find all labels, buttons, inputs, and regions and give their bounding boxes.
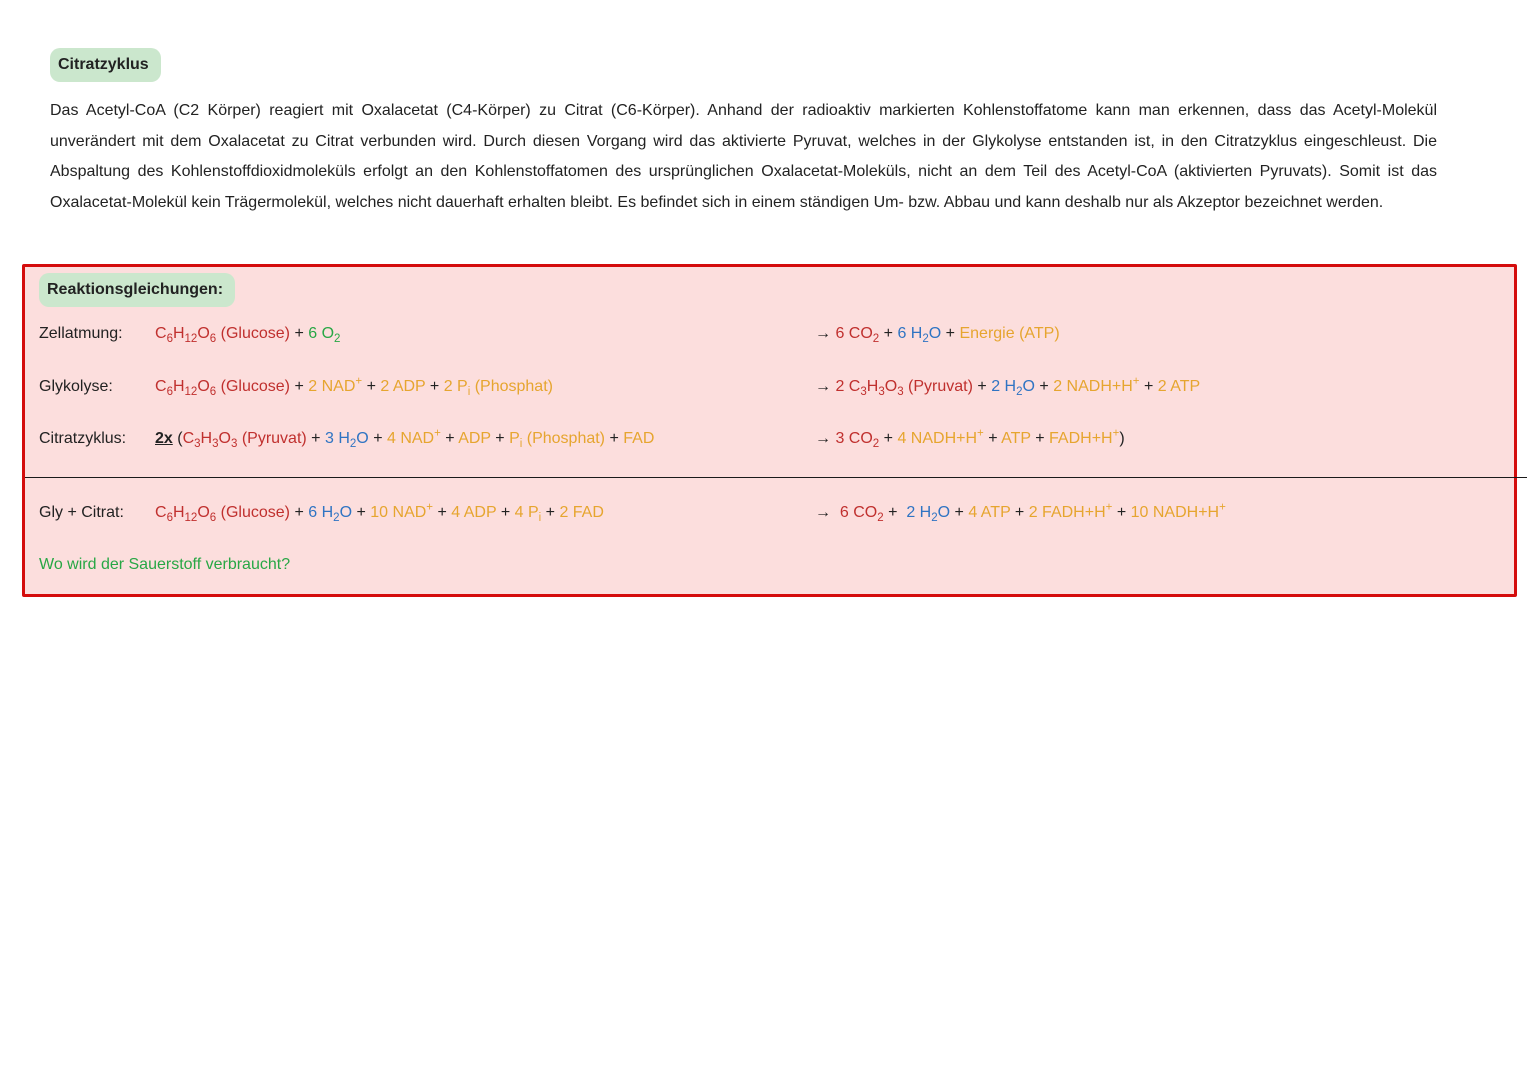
section-title-reaktionsgleichungen: Reaktionsgleichungen:	[39, 273, 235, 307]
paragraph-citratzyklus: Das Acetyl-CoA (C2 Körper) reagiert mit …	[50, 96, 1477, 218]
equation-row-citratzyklus: Citratzyklus: 2x (C3H3O3 (Pyruvat) + 3 H…	[39, 424, 1500, 454]
equation-row-gly-citrat: Gly + Citrat: C6H12O6 (Glucose) + 6 H2O …	[39, 498, 1500, 528]
lhs: C6H12O6 (Glucose) + 2 NAD+ + 2 ADP + 2 P…	[155, 372, 815, 402]
row-label: Gly + Citrat:	[39, 498, 155, 528]
lhs: C6H12O6 (Glucose) + 6 O2	[155, 319, 815, 349]
separator-line	[25, 477, 1527, 478]
question-text: Wo wird der Sauerstoff verbraucht?	[39, 550, 1500, 580]
row-label: Glykolyse:	[39, 372, 155, 402]
rhs: → 2 C3H3O3 (Pyruvat) + 2 H2O + 2 NADH+H+…	[815, 372, 1500, 402]
page: Citratzyklus Das Acetyl-CoA (C2 Körper) …	[0, 0, 1527, 597]
equation-row-glykolyse: Glykolyse: C6H12O6 (Glucose) + 2 NAD+ + …	[39, 372, 1500, 402]
rhs: → 6 CO2 + 6 H2O + Energie (ATP)	[815, 319, 1500, 349]
rhs: → 3 CO2 + 4 NADH+H+ + ATP + FADH+H+)	[815, 424, 1500, 454]
lhs: 2x (C3H3O3 (Pyruvat) + 3 H2O + 4 NAD+ + …	[155, 424, 815, 454]
lhs: C6H12O6 (Glucose) + 6 H2O + 10 NAD+ + 4 …	[155, 498, 815, 528]
row-label: Citratzyklus:	[39, 424, 155, 454]
equation-row-zellatmung: Zellatmung: C6H12O6 (Glucose) + 6 O2 → 6…	[39, 319, 1500, 349]
rhs: → 6 CO2 + 2 H2O + 4 ATP + 2 FADH+H+ + 10…	[815, 498, 1500, 528]
section-title-citratzyklus: Citratzyklus	[50, 48, 161, 82]
row-label: Zellatmung:	[39, 319, 155, 349]
equations-box: Reaktionsgleichungen: Zellatmung: C6H12O…	[22, 264, 1517, 597]
